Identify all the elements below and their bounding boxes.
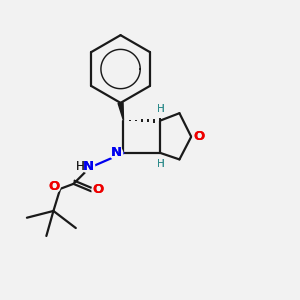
Text: N: N: [82, 160, 94, 173]
Text: O: O: [48, 180, 59, 193]
Text: N: N: [111, 146, 122, 159]
Text: O: O: [93, 183, 104, 196]
Text: H: H: [76, 160, 85, 173]
Text: N: N: [82, 160, 94, 173]
Text: O: O: [93, 183, 104, 196]
Text: N: N: [111, 146, 122, 159]
Text: O: O: [48, 180, 59, 193]
Circle shape: [82, 160, 94, 173]
Text: O: O: [194, 130, 205, 143]
Circle shape: [193, 130, 206, 143]
Text: H: H: [157, 159, 165, 169]
Text: H: H: [157, 159, 165, 169]
Text: H: H: [157, 104, 165, 114]
Circle shape: [92, 183, 105, 196]
Text: H: H: [157, 104, 165, 114]
Circle shape: [47, 180, 60, 193]
Text: H: H: [76, 160, 85, 173]
Text: O: O: [194, 130, 205, 143]
Circle shape: [110, 146, 123, 159]
Polygon shape: [118, 103, 124, 121]
Circle shape: [76, 161, 85, 171]
